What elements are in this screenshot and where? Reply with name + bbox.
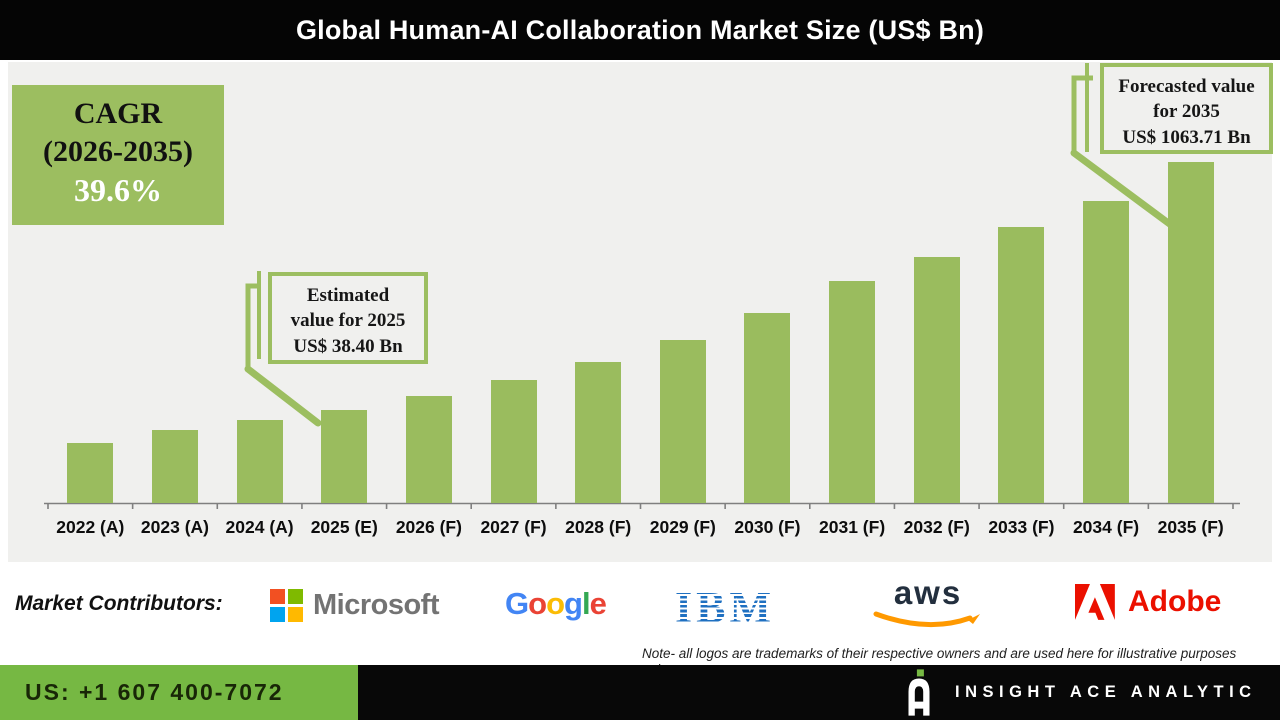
- phone-number: US: +1 607 400-7072: [25, 679, 284, 705]
- microsoft-logo: Microsoft: [270, 589, 440, 622]
- estimated-value-callout: Estimated value for 2025 US$ 38.40 Bn: [268, 272, 428, 364]
- x-axis-label: 2029 (F): [649, 517, 716, 537]
- x-axis-label: 2030 (F): [734, 517, 801, 537]
- microsoft-square: [288, 589, 303, 604]
- google-letter: e: [589, 586, 607, 621]
- axis-and-callout-connectors: [44, 63, 1240, 509]
- microsoft-squares-icon: [270, 589, 303, 622]
- bar: [67, 443, 114, 503]
- google-letter: G: [505, 586, 529, 621]
- forecast-value-callout: Forecasted value for 2035 US$ 1063.71 Bn: [1100, 63, 1273, 154]
- forecast-callout-line2: for 2035: [1153, 101, 1220, 123]
- microsoft-square: [270, 589, 285, 604]
- forecast-callout-line1: Forecasted value: [1118, 76, 1255, 97]
- phone-box: US: +1 607 400-7072: [0, 665, 358, 720]
- ibm-logo: IBM: [675, 583, 775, 632]
- bar: [321, 410, 368, 503]
- chart-area: CAGR (2026-2035) 39.6% Estimated value f…: [0, 60, 1280, 562]
- bar: [913, 257, 960, 503]
- brand-group: INSIGHT ACE ANALYTIC: [905, 665, 1257, 720]
- bar: [151, 430, 198, 503]
- bar: [998, 227, 1045, 503]
- bar: [659, 340, 706, 503]
- bar: [744, 313, 791, 503]
- aws-wordmark: aws: [893, 574, 963, 611]
- google-letter: l: [581, 586, 591, 621]
- bar: [575, 362, 622, 503]
- bar: [236, 420, 283, 503]
- google-letter: o: [528, 586, 547, 621]
- cagr-value: 39.6%: [74, 172, 162, 208]
- bar: [1167, 162, 1214, 503]
- x-axis-label: 2026 (F): [395, 517, 462, 537]
- estimated-callout-line1: Estimated: [306, 285, 390, 306]
- title-bar: Global Human-AI Collaboration Market Siz…: [0, 0, 1280, 60]
- contributors-band: Market Contributors: Microsoft Google IB…: [0, 562, 1280, 677]
- page-title: Global Human-AI Collaboration Market Siz…: [295, 14, 985, 45]
- bar: [490, 380, 537, 503]
- x-axis-label: 2031 (F): [819, 517, 886, 537]
- x-axis-label: 2023 (A): [140, 517, 209, 537]
- estimated-callout-line2: value for 2025: [290, 310, 406, 332]
- x-axis-label: 2033 (F): [988, 517, 1055, 537]
- adobe-a-icon: [1075, 584, 1115, 620]
- cagr-period: (2026-2035): [43, 134, 193, 168]
- x-axis-label: 2024 (A): [225, 517, 294, 537]
- microsoft-wordmark: Microsoft: [313, 589, 440, 621]
- x-axis-label: 2027 (F): [480, 517, 547, 537]
- footer-bar: US: +1 607 400-7072 INSIGHT ACE ANALYTIC: [0, 665, 1280, 720]
- x-axis-label: 2034 (F): [1072, 517, 1140, 537]
- x-axis-label: 2022 (A): [56, 517, 125, 537]
- microsoft-square: [270, 607, 285, 622]
- cagr-title: CAGR: [73, 97, 163, 130]
- brand-name: INSIGHT ACE ANALYTIC: [955, 683, 1257, 701]
- adobe-logo: Adobe: [1075, 584, 1221, 620]
- google-logo: Google: [505, 586, 607, 622]
- microsoft-square: [288, 607, 303, 622]
- bar: [1083, 201, 1130, 503]
- cagr-badge: CAGR (2026-2035) 39.6%: [12, 85, 224, 225]
- insight-ace-logo-icon: [908, 669, 930, 716]
- estimated-callout-value: US$ 38.40 Bn: [293, 335, 403, 357]
- x-axis-label: 2028 (F): [565, 517, 632, 537]
- bar: [405, 396, 452, 503]
- google-letter: g: [564, 586, 583, 621]
- market-contributors-label: Market Contributors:: [15, 592, 223, 615]
- aws-smile-icon: [873, 611, 980, 628]
- google-letter: o: [546, 586, 565, 621]
- x-axis-label: 2025 (E): [310, 517, 378, 537]
- forecast-callout-value: US$ 1063.71 Bn: [1122, 126, 1251, 148]
- x-axis-label: 2032 (F): [903, 517, 970, 537]
- adobe-wordmark: Adobe: [1128, 585, 1222, 618]
- x-axis-label: 2035 (F): [1157, 517, 1224, 537]
- aws-logo: aws: [868, 576, 988, 629]
- bar: [829, 281, 876, 503]
